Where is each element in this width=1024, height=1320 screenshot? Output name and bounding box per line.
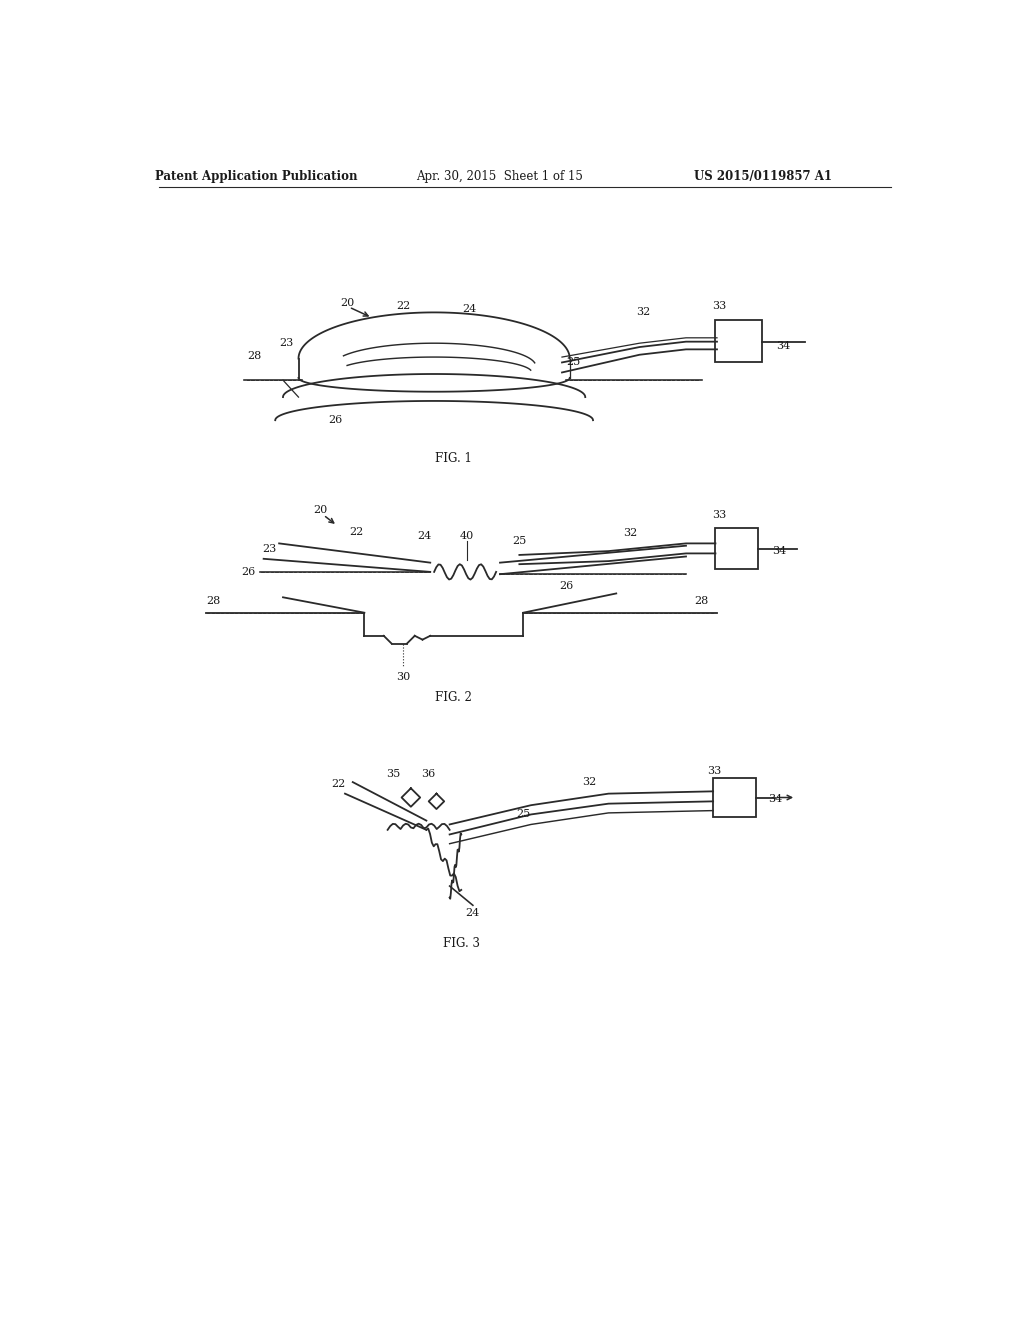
Text: FIG. 1: FIG. 1: [435, 453, 472, 465]
Text: 24: 24: [462, 305, 476, 314]
Bar: [716, 528, 758, 569]
Text: 26: 26: [241, 566, 255, 577]
Text: 25: 25: [512, 536, 526, 546]
Text: US 2015/0119857 A1: US 2015/0119857 A1: [694, 169, 833, 182]
Text: 32: 32: [636, 308, 650, 317]
Text: 26: 26: [329, 416, 343, 425]
Bar: [716, 321, 762, 363]
Text: 22: 22: [349, 527, 364, 537]
Text: 34: 34: [776, 341, 790, 351]
Text: 33: 33: [713, 301, 726, 312]
Text: 28: 28: [694, 597, 709, 606]
Text: 28: 28: [247, 351, 261, 362]
Bar: [713, 779, 756, 817]
Text: 22: 22: [332, 779, 346, 788]
Text: 33: 33: [708, 766, 722, 776]
Text: 23: 23: [262, 544, 276, 554]
Text: FIG. 2: FIG. 2: [435, 690, 472, 704]
Text: 20: 20: [313, 506, 328, 515]
Text: 32: 32: [582, 777, 596, 787]
Text: 25: 25: [566, 358, 581, 367]
Text: 28: 28: [206, 597, 220, 606]
Text: 36: 36: [422, 770, 436, 779]
Text: 26: 26: [559, 581, 573, 591]
Text: 34: 34: [768, 795, 782, 804]
Text: Apr. 30, 2015  Sheet 1 of 15: Apr. 30, 2015 Sheet 1 of 15: [417, 169, 584, 182]
Text: 23: 23: [280, 338, 294, 348]
Text: 20: 20: [340, 298, 354, 308]
Text: 34: 34: [772, 546, 786, 556]
Text: 33: 33: [713, 510, 726, 520]
Text: 40: 40: [460, 531, 474, 541]
Text: 35: 35: [386, 770, 400, 779]
Text: 22: 22: [396, 301, 411, 312]
Text: 24: 24: [466, 908, 480, 917]
Text: FIG. 3: FIG. 3: [442, 937, 480, 950]
Text: 25: 25: [516, 809, 530, 820]
Text: 24: 24: [417, 531, 431, 541]
Text: 32: 32: [623, 528, 637, 539]
Text: Patent Application Publication: Patent Application Publication: [155, 169, 357, 182]
Text: 30: 30: [396, 672, 411, 681]
